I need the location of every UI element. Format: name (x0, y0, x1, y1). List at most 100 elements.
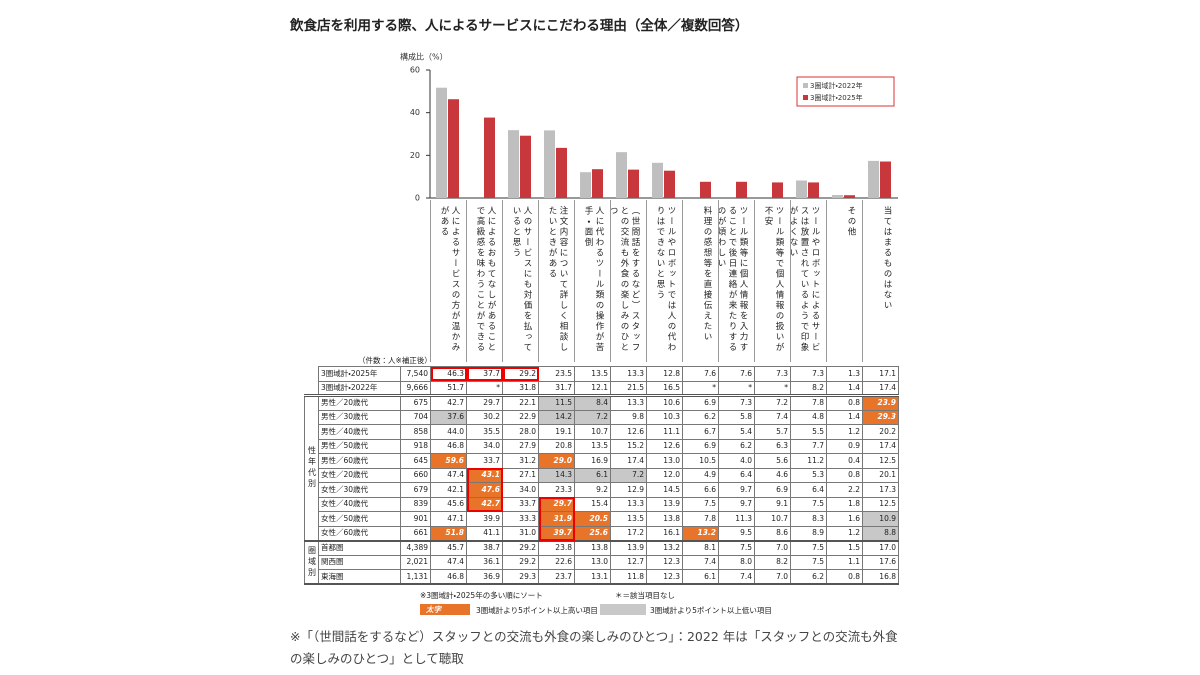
table-row: 女性／50歳代 901 47.1 39.9 33.3 31.9 20.5 13.5 13.8 7.… (305, 511, 899, 527)
cell: 6.4 (790, 482, 827, 498)
cell: 6.6 (682, 482, 719, 498)
cell: 37.6 (430, 409, 467, 425)
bar (736, 181, 747, 198)
cell: 7.2 (754, 395, 791, 411)
bar (700, 181, 711, 198)
row-label: 女性／40歳代 (318, 496, 401, 512)
cell: 31.2 (502, 453, 539, 469)
cell: 5.6 (754, 453, 791, 469)
cell: 27.9 (502, 438, 539, 454)
cell: 22.9 (502, 409, 539, 425)
cell: 11.8 (610, 569, 647, 585)
cell: 21.5 (610, 380, 647, 397)
table-row: 3圏域計・2025年 7,540 46.3 37.7 29.2 23.5 13.5 13.3 1… (305, 366, 899, 382)
cell: 16.8 (862, 569, 899, 585)
row-n: 918 (400, 438, 431, 454)
row-label: 女性／20歳代 (318, 467, 401, 483)
cell: 20.2 (862, 424, 899, 440)
cell: 17.6 (862, 554, 899, 570)
bar (448, 99, 459, 198)
table-row: 3圏域計・2022年 9,666 51.7 * 31.8 31.7 12.1 21.5 16.5… (304, 380, 899, 397)
cell: * (682, 380, 719, 397)
note-sort: ※3圏域計・2025年の多い順にソート (420, 591, 543, 600)
row-n: 901 (400, 511, 431, 527)
cell: 4.9 (682, 467, 719, 483)
cell: 7.7 (790, 438, 827, 454)
row-label: 3圏域計・2025年 (318, 366, 401, 382)
table-row: 男性／50歳代 918 46.8 34.0 27.9 20.8 13.5 15.2 12.6 6.… (305, 438, 899, 454)
cell: 46.3 (430, 366, 467, 382)
cell: 13.9 (646, 496, 683, 512)
table-row: 東海圏 1,131 46.8 36.9 29.3 23.7 13.1 11.8 12.3 6.1 7… (304, 569, 899, 585)
cell: 4.8 (790, 409, 827, 425)
cell: 59.6 (430, 453, 467, 469)
cell: * (718, 380, 755, 397)
cell: 9.8 (610, 409, 647, 425)
cell: 0.8 (826, 569, 863, 585)
table-row: 女性／40歳代 839 45.6 42.7 33.7 29.7 15.4 13.3 13.9 7.… (305, 496, 899, 512)
row-label: 女性／60歳代 (318, 525, 401, 541)
cell: 4.6 (754, 467, 791, 483)
cell: 14.3 (538, 467, 575, 483)
cell: 39.7 (538, 525, 575, 541)
cell: 1.6 (826, 511, 863, 527)
cell: 1.8 (826, 496, 863, 512)
cell: 29.7 (466, 395, 503, 411)
cell: 29.3 (502, 569, 539, 585)
cell: 12.7 (610, 554, 647, 570)
cell: 17.4 (862, 438, 899, 454)
cell: 17.1 (862, 366, 899, 382)
row-label: 男性／50歳代 (318, 438, 401, 454)
cell: 17.2 (610, 525, 647, 541)
bar (484, 117, 495, 198)
footnote: ※「（世間話をするなど）スタッフとの交流も外食の楽しみのひとつ」：2022 年は… (290, 629, 898, 666)
category-label: その他 (826, 200, 862, 362)
category-label: 注文内容について詳しく相談したいときがある (538, 200, 574, 362)
cell: 7.3 (718, 395, 755, 411)
cell: 7.3 (754, 366, 791, 382)
cell: 7.5 (682, 496, 719, 512)
table-row: 女性／30歳代 679 42.1 47.6 34.0 23.3 9.2 12.9 14.5 6.6… (305, 482, 899, 498)
cell: 6.9 (682, 395, 719, 411)
cell: 37.7 (466, 366, 503, 382)
n-header: （件数：人※補正後） (358, 356, 432, 365)
cell: 10.7 (754, 511, 791, 527)
row-n: 675 (400, 395, 431, 411)
chart-title: 飲食店を利用する際、人によるサービスにこだわる理由（全体／複数回答） (290, 18, 749, 34)
cell: 9.7 (718, 482, 755, 498)
cell: 5.5 (790, 424, 827, 440)
row-label: 男性／60歳代 (318, 453, 401, 469)
cell: 12.9 (610, 482, 647, 498)
bar (580, 172, 591, 198)
cell: 13.3 (610, 366, 647, 382)
cell: 0.9 (826, 438, 863, 454)
row-label: 男性／30歳代 (318, 409, 401, 425)
cell: 13.2 (646, 540, 683, 556)
table-row: 男性／60歳代 645 59.6 33.7 31.2 29.0 16.9 17.4 13.0 10… (305, 453, 899, 469)
cell: 12.3 (646, 554, 683, 570)
cell: 14.5 (646, 482, 683, 498)
cell: 46.8 (430, 438, 467, 454)
cell: 10.5 (682, 453, 719, 469)
cell: 30.2 (466, 409, 503, 425)
cell: 9.1 (754, 496, 791, 512)
cell: 33.7 (466, 453, 503, 469)
cell: 36.1 (466, 554, 503, 570)
cell: 5.7 (754, 424, 791, 440)
row-label: 女性／30歳代 (318, 482, 401, 498)
category-label: 料理の感想等を直接伝えたい (682, 200, 718, 362)
row-n: 839 (400, 496, 431, 512)
cell: 11.2 (790, 453, 827, 469)
row-n: 4,389 (400, 540, 431, 556)
cell: 23.9 (862, 395, 899, 411)
row-n: 7,540 (400, 366, 431, 382)
row-label: 男性／20歳代 (318, 395, 401, 411)
cell: 19.1 (538, 424, 575, 440)
cell: 7.4 (682, 554, 719, 570)
cell: 8.2 (790, 380, 827, 397)
y-tick-label: 40 (410, 108, 420, 117)
row-n: 679 (400, 482, 431, 498)
cell: 51.7 (430, 380, 467, 397)
category-label: ツールやロボットによるサービスは放置されているようで印象がよくない (790, 200, 826, 362)
category-label: 人に代わるツール類の操作が苦手・面倒 (574, 200, 610, 362)
